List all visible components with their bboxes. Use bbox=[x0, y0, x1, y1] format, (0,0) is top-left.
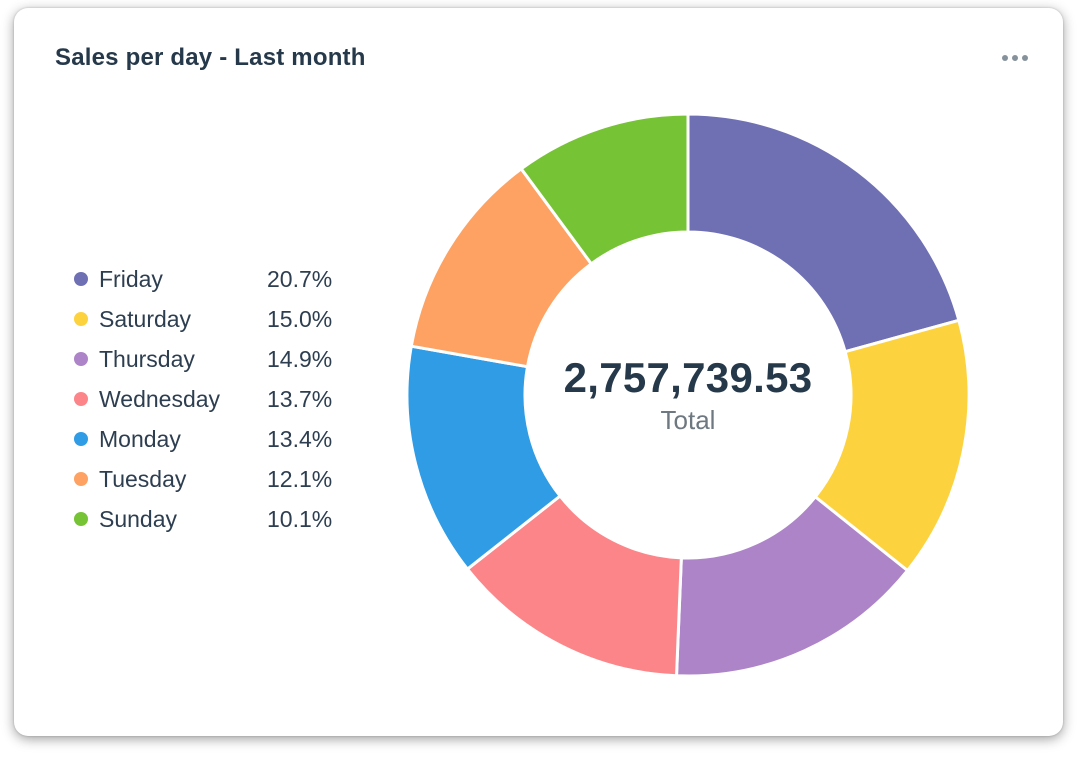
legend-item-friday[interactable]: Friday 20.7% bbox=[74, 259, 332, 299]
legend-color-dot bbox=[74, 352, 88, 366]
legend-color-dot bbox=[74, 512, 88, 526]
legend-item-saturday[interactable]: Saturday 15.0% bbox=[74, 299, 332, 339]
legend-label: Friday bbox=[99, 265, 163, 292]
legend-item-monday[interactable]: Monday 13.4% bbox=[74, 419, 332, 459]
legend-label: Saturday bbox=[99, 305, 192, 332]
legend-percent: 13.4% bbox=[267, 425, 333, 452]
sales-card: Sales per day - Last month Friday 20.7% … bbox=[14, 8, 1063, 736]
legend-percent: 14.9% bbox=[267, 345, 333, 372]
legend-color-dot bbox=[74, 472, 88, 486]
donut-chart-area: 2,757,739.53 Total bbox=[398, 105, 978, 685]
legend-color-dot bbox=[74, 432, 88, 446]
legend-label: Monday bbox=[99, 425, 181, 452]
legend-label: Tuesday bbox=[99, 465, 187, 492]
donut-segment-friday[interactable] bbox=[686, 112, 961, 354]
legend-percent: 15.0% bbox=[267, 305, 333, 332]
card-menu-button[interactable] bbox=[995, 46, 1035, 70]
legend-item-thursday[interactable]: Thursday 14.9% bbox=[74, 339, 332, 379]
legend-percent: 12.1% bbox=[267, 465, 333, 492]
legend-item-tuesday[interactable]: Tuesday 12.1% bbox=[74, 459, 332, 499]
legend-color-dot bbox=[74, 272, 88, 286]
ellipsis-dot-icon bbox=[1022, 55, 1028, 61]
legend-percent: 13.7% bbox=[267, 385, 333, 412]
legend-label: Sunday bbox=[99, 505, 178, 532]
donut-segment-sunday[interactable] bbox=[519, 112, 690, 266]
ellipsis-dot-icon bbox=[1002, 55, 1008, 61]
legend-label: Thursday bbox=[99, 345, 195, 372]
legend-color-dot bbox=[74, 392, 88, 406]
card-title: Sales per day - Last month bbox=[55, 44, 366, 71]
legend-item-wednesday[interactable]: Wednesday 13.7% bbox=[74, 379, 332, 419]
chart-legend: Friday 20.7% Saturday 15.0% Thursday 14.… bbox=[74, 259, 332, 539]
legend-color-dot bbox=[74, 312, 88, 326]
legend-percent: 20.7% bbox=[267, 265, 333, 292]
donut-chart bbox=[405, 112, 971, 678]
legend-item-sunday[interactable]: Sunday 10.1% bbox=[74, 499, 332, 539]
legend-label: Wednesday bbox=[99, 385, 221, 412]
ellipsis-dot-icon bbox=[1012, 55, 1018, 61]
legend-percent: 10.1% bbox=[267, 505, 333, 532]
